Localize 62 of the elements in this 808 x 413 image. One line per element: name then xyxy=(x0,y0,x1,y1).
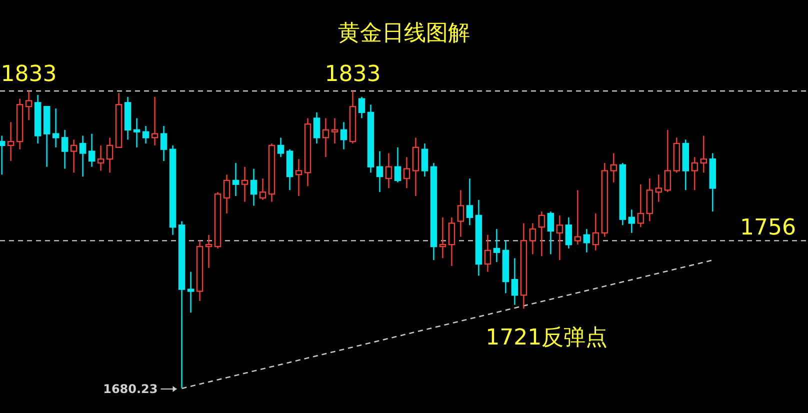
candlestick xyxy=(385,152,392,189)
candlestick xyxy=(7,122,14,162)
candlestick xyxy=(151,96,158,146)
annotation: 1833 xyxy=(324,62,381,87)
candlestick xyxy=(403,156,410,189)
candlestick xyxy=(664,129,672,193)
candlestick xyxy=(628,208,636,234)
candlestick xyxy=(421,142,428,178)
annotation: 1833 xyxy=(0,62,57,87)
candlestick xyxy=(232,162,240,197)
candlestick xyxy=(547,210,554,255)
candlestick xyxy=(493,228,500,263)
candlestick xyxy=(142,125,150,144)
candlestick xyxy=(106,137,114,174)
candlestick xyxy=(376,150,384,193)
candlestick xyxy=(484,234,492,272)
candlestick xyxy=(646,178,654,222)
candlestick xyxy=(97,144,104,172)
candlestick xyxy=(610,152,618,183)
candlestick xyxy=(187,271,194,314)
candlestick xyxy=(394,146,402,183)
candlestick xyxy=(88,133,96,168)
candlestick xyxy=(313,112,320,144)
candlestick xyxy=(61,129,68,170)
candlestick xyxy=(205,234,212,269)
candlestick xyxy=(448,216,456,267)
annotation: 1680.23 xyxy=(103,382,158,396)
annotation: 1721反弹点 xyxy=(486,326,608,351)
candlestick xyxy=(70,139,78,174)
candlestick xyxy=(160,125,168,162)
candlestick xyxy=(133,118,140,148)
candlestick xyxy=(295,158,302,197)
ref-line-label: 1756 xyxy=(740,216,796,241)
candlestick xyxy=(700,135,708,174)
candlestick xyxy=(412,137,420,197)
candlestick xyxy=(691,156,698,191)
candlestick xyxy=(340,122,348,150)
candlestick xyxy=(79,135,86,178)
candlestick xyxy=(457,190,464,238)
candlestick xyxy=(322,118,330,158)
candlestick xyxy=(277,137,284,158)
candlestick xyxy=(259,178,266,200)
chart-title: 黄金日线图解 xyxy=(338,21,470,46)
candlestick xyxy=(655,174,662,202)
candlestick xyxy=(556,214,564,261)
candlestick xyxy=(250,168,258,206)
candlestick xyxy=(52,108,60,148)
candlestick xyxy=(574,190,582,246)
candlestick xyxy=(583,228,590,253)
candlestick xyxy=(439,216,446,259)
candlestick xyxy=(241,166,248,202)
candlestick xyxy=(592,212,600,252)
candlestick xyxy=(331,118,338,144)
candlestick xyxy=(466,178,474,226)
candlestick xyxy=(223,174,230,214)
candlestick xyxy=(511,258,518,306)
candlestick xyxy=(538,210,546,257)
candlestick xyxy=(25,90,32,121)
candlestick xyxy=(358,96,366,119)
candlestick xyxy=(529,222,536,255)
candlestick xyxy=(637,184,644,228)
candlestick xyxy=(565,216,572,250)
